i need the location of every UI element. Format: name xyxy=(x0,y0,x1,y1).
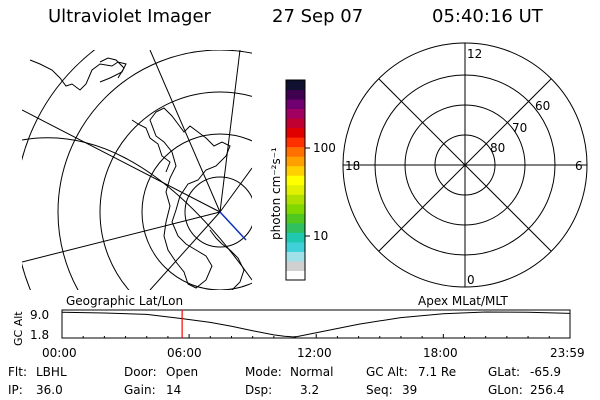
colorbar-swatch xyxy=(286,137,305,148)
timeline-right-title: Apex MLat/MLT xyxy=(418,294,508,308)
lat-circle xyxy=(99,91,252,290)
geographic-map xyxy=(22,50,252,290)
terminator-line xyxy=(22,137,252,281)
info-glon-key: GLon: xyxy=(488,383,523,397)
info-dsp-key: Dsp: xyxy=(245,383,272,397)
date-label: 27 Sep 07 xyxy=(272,6,364,27)
info-gcalt-val: 7.1 Re xyxy=(418,365,456,379)
colorbar-swatch xyxy=(286,80,305,91)
lat-label-60: 60 xyxy=(535,99,550,113)
colorbar-tick-100: 100 xyxy=(313,141,336,155)
colorbar-swatch xyxy=(286,156,305,167)
colorbar-tick-10: 10 xyxy=(313,229,328,243)
timeline-y-label-bottom: 1.8 xyxy=(30,328,49,342)
polar-plot xyxy=(342,42,588,288)
lon-line xyxy=(149,211,221,290)
colorbar-swatch xyxy=(286,260,305,271)
coastline-peninsula xyxy=(131,119,171,173)
coastline xyxy=(209,229,245,290)
x-label-0000: 00:00 xyxy=(42,346,77,360)
colorbar-swatch xyxy=(286,99,305,110)
lon-line xyxy=(219,50,241,213)
info-panel: Flt: LBHL Door: Open Mode: Normal GC Alt… xyxy=(8,365,564,397)
info-seq-key: Seq: xyxy=(366,383,393,397)
instrument-title: Ultraviolet Imager xyxy=(48,6,211,27)
colorbar-swatch xyxy=(286,241,305,252)
gc-alt-series-line xyxy=(61,311,571,338)
timeline-ticks xyxy=(61,334,571,338)
x-label-1200: 12:00 xyxy=(297,346,332,360)
info-dsp-val: 3.2 xyxy=(300,383,319,397)
info-mode-key: Mode: xyxy=(245,365,282,379)
x-label-2359: 23:59 xyxy=(550,346,585,360)
colorbar-swatch xyxy=(286,251,305,262)
colorbar-unit-label: photon cm⁻²s⁻¹ xyxy=(269,147,283,240)
lat-circle xyxy=(22,50,96,290)
info-glon-val: 256.4 xyxy=(530,383,564,397)
colorbar-swatch xyxy=(286,175,305,186)
colorbar-swatch xyxy=(286,184,305,195)
info-mode-val: Normal xyxy=(290,365,333,379)
x-label-1800: 18:00 xyxy=(423,346,458,360)
timeline-y-label-top: 9.0 xyxy=(30,308,49,322)
mlt-line-diag xyxy=(378,78,552,252)
x-label-0600: 06:00 xyxy=(167,346,202,360)
lat-circle xyxy=(141,133,252,290)
info-seq-val: 39 xyxy=(402,383,417,397)
lon-line xyxy=(22,109,221,213)
colorbar-swatch xyxy=(286,270,305,281)
colorbar-swatch xyxy=(286,165,305,176)
colorbar-swatch xyxy=(286,89,305,100)
colorbar-swatch xyxy=(286,232,305,243)
mlt-label-12: 12 xyxy=(467,47,482,61)
info-door-val: Open xyxy=(166,365,198,379)
apex-line xyxy=(219,211,247,241)
mlt-label-6: 6 xyxy=(575,159,583,173)
time-label: 05:40:16 UT xyxy=(432,6,543,27)
colorbar-swatch xyxy=(286,127,305,138)
colorbar-swatch xyxy=(286,203,305,214)
info-gcalt-key: GC Alt: xyxy=(366,365,408,379)
info-door-key: Door: xyxy=(124,365,157,379)
colorbar-swatch xyxy=(286,194,305,205)
info-glat-key: GLat: xyxy=(488,365,520,379)
timeline-left-title: Geographic Lat/Lon xyxy=(66,294,183,308)
colorbar-swatch xyxy=(286,213,305,224)
lat-label-80: 80 xyxy=(490,141,505,155)
colorbar xyxy=(285,79,306,281)
info-ip-val: 36.0 xyxy=(36,383,63,397)
coastline xyxy=(99,57,125,79)
info-glat-val: -65.9 xyxy=(530,365,561,379)
info-gain-val: 14 xyxy=(166,383,181,397)
info-flt-val: LBHL xyxy=(36,365,67,379)
mlt-label-18: 18 xyxy=(345,159,360,173)
timeline-axis-label: GC Alt xyxy=(12,311,25,346)
mlt-label-0: 0 xyxy=(467,273,475,287)
lat-label-70: 70 xyxy=(512,121,527,135)
info-flt-key: Flt: xyxy=(8,365,27,379)
colorbar-swatch xyxy=(286,118,305,129)
coastline-antarctica xyxy=(149,107,231,289)
colorbar-swatch xyxy=(286,146,305,157)
lon-line xyxy=(22,211,221,263)
colorbar-swatch xyxy=(286,222,305,233)
lon-line xyxy=(219,167,252,213)
lat-circle xyxy=(57,50,252,290)
info-gain-key: Gain: xyxy=(124,383,156,397)
lat-circle xyxy=(184,176,252,248)
info-ip-key: IP: xyxy=(8,383,23,397)
colorbar-swatch xyxy=(286,108,305,119)
